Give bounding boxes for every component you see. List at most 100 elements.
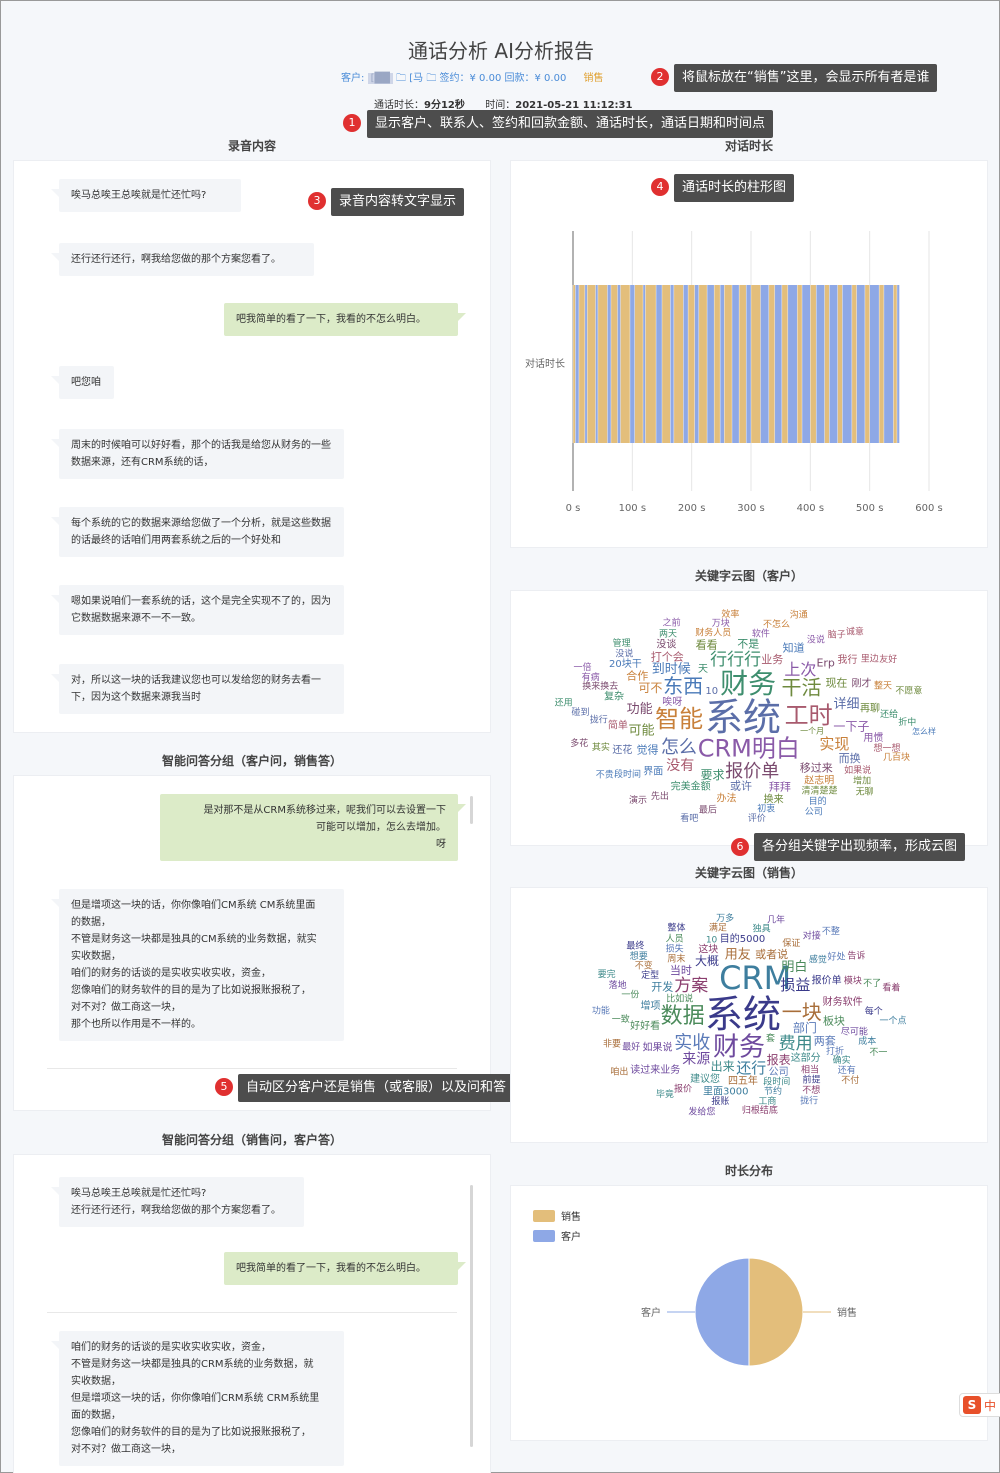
bar-segment-customer[interactable] [584, 285, 588, 443]
bar-segment-sales[interactable] [698, 285, 708, 443]
bar-segment-sales[interactable] [893, 285, 897, 443]
bar-segment-customer[interactable] [869, 285, 880, 443]
bar-segment-sales[interactable] [768, 285, 775, 443]
bar-segment-sales[interactable] [573, 285, 576, 443]
wordcloud-word: 其实 [592, 741, 610, 753]
duration-value: 9分12秒 [424, 100, 465, 111]
wordcloud-word: 看着 [882, 981, 900, 993]
wordcloud-word: 财务软件 [823, 995, 863, 1008]
legend-item-customer[interactable]: 客户 [533, 1228, 581, 1243]
bar-segment-customer[interactable] [617, 285, 621, 443]
legend-item-sales[interactable]: 销售 [533, 1208, 581, 1223]
bar-segment-customer[interactable] [787, 285, 798, 443]
bar-segment-sales[interactable] [824, 285, 830, 443]
bar-segment-customer[interactable] [575, 285, 579, 443]
bar-segment-customer[interactable] [643, 285, 646, 443]
chat-bubble-sales: 吧我简单的看了一下，我看的不怎么明白。 [224, 1252, 466, 1285]
bar-segment-customer[interactable] [829, 285, 838, 443]
wordcloud-word: 报表 [767, 1052, 791, 1067]
wordcloud-word: 10 [706, 935, 718, 945]
scrollbar[interactable] [470, 796, 473, 824]
bar-segment-sales[interactable] [851, 285, 857, 443]
bar-segment-sales[interactable] [645, 285, 657, 443]
scrollbar[interactable] [470, 1185, 473, 1447]
wordcloud-word: 落地 [609, 979, 627, 991]
wordcloud-word: 板块 [823, 1013, 845, 1027]
bar-segment-sales[interactable] [781, 285, 788, 443]
wordcloud-word: 没说 [615, 648, 633, 660]
wordcloud-word: 部门 [793, 1020, 817, 1035]
wordcloud-word: 保证 [782, 937, 800, 949]
wordcloud-word: 不付 [841, 1075, 859, 1086]
bar-segment-customer[interactable] [856, 285, 865, 443]
legend-swatch [533, 1229, 555, 1242]
recording-panel[interactable]: 唉马总唉王总唉就是忙还忙吗? 还行还行还行，啊我给您做的那个方案您看了。 吧我简… [13, 160, 491, 733]
folder-icon[interactable]: 🗀 [426, 73, 437, 84]
pie-label: 销售 [837, 1306, 857, 1319]
chat-bubble-customer: 唉马总唉王总唉就是忙还忙吗? 还行还行还行，啊我给您做的那个方案您看了。 [51, 1177, 304, 1227]
qa-customer-panel[interactable]: 是对那不是从CRM系统移过来，呢我们可以去设置一下 可能可以增加，怎么去增加。 … [13, 775, 491, 1111]
bar-segment-sales[interactable] [587, 285, 596, 443]
callout-badge: 5 [215, 1078, 233, 1096]
bar-segment-customer[interactable] [707, 285, 715, 443]
bar-segment-sales[interactable] [662, 285, 671, 443]
bar-segment-sales[interactable] [837, 285, 843, 443]
bar-segment-sales[interactable] [673, 285, 684, 443]
wordcloud-word: 唉呀 [662, 695, 682, 708]
wordcloud-word: 读过来业务 [630, 1063, 680, 1076]
bar-segment-customer[interactable] [720, 285, 725, 443]
bar-segment-customer[interactable] [896, 285, 900, 443]
pie-slice-sales[interactable] [748, 1257, 804, 1367]
chat-bubble-customer: 嗯如果说咱们一套系统的话，这个是完全实现不了的，因为它数据数据来源不一不一致。 [51, 585, 344, 635]
call-time-line: 通话时长：9分12秒 时间：2021-05-21 11:12:31 [374, 96, 632, 111]
qa-sales-panel[interactable]: 唉马总唉王总唉就是忙还忙吗? 还行还行还行，啊我给您做的那个方案您看了。 吧我简… [13, 1154, 491, 1473]
bar-segment-sales[interactable] [634, 285, 644, 443]
bar-segment-sales[interactable] [620, 285, 630, 443]
bar-segment-sales[interactable] [879, 285, 884, 443]
callout-badge: 1 [343, 114, 361, 132]
bar-segment-customer[interactable] [732, 285, 740, 443]
bar-segment-sales[interactable] [797, 285, 803, 443]
bar-segment-sales[interactable] [714, 285, 721, 443]
bar-segment-customer[interactable] [607, 285, 611, 443]
bar-segment-customer[interactable] [670, 285, 674, 443]
callout-badge: 2 [651, 68, 669, 86]
bar-segment-sales[interactable] [724, 285, 733, 443]
bar-segment-sales[interactable] [597, 285, 608, 443]
bar-segment-customer[interactable] [595, 285, 598, 443]
wordcloud-word: 先出 [651, 790, 669, 802]
bar-segment-customer[interactable] [694, 285, 699, 443]
bar-segment-customer[interactable] [883, 285, 894, 443]
bar-segment-customer[interactable] [683, 285, 689, 443]
wordcloud-word: 实收 [674, 1032, 710, 1053]
bar-segment-customer[interactable] [802, 285, 811, 443]
folder-icon[interactable]: 🗀 [396, 73, 407, 84]
bar-segment-sales[interactable] [578, 285, 585, 443]
wordcloud-word: 毕竟 [656, 1088, 674, 1100]
bar-segment-sales[interactable] [610, 285, 618, 443]
wordcloud-word: 换来 [764, 792, 784, 805]
bar-segment-customer[interactable] [760, 285, 769, 443]
bar-segment-sales[interactable] [810, 285, 817, 443]
wordcloud-word: 报价 [674, 1082, 692, 1094]
bar-segment-sales[interactable] [739, 285, 747, 443]
wordcloud-word: 不整 [822, 925, 840, 937]
bar-segment-customer[interactable] [746, 285, 751, 443]
wordcloud-word: 还给 [880, 708, 898, 720]
bar-segment-customer[interactable] [629, 285, 635, 443]
sales-owner-label[interactable]: 销售 [583, 73, 604, 84]
bar-segment-sales[interactable] [864, 285, 870, 443]
pie-slice-customer[interactable] [694, 1257, 750, 1367]
bar-segment-customer[interactable] [842, 285, 852, 443]
customer-name-link[interactable]: [██ [367, 73, 393, 84]
bar-segment-customer[interactable] [656, 285, 662, 443]
section-title-duration: 对话时长 [724, 139, 773, 153]
bar-segment-customer[interactable] [816, 285, 825, 443]
wordcloud-word: 简单 [608, 719, 628, 732]
bar-segment-sales[interactable] [688, 285, 695, 443]
bar-segment-sales[interactable] [751, 285, 761, 443]
ime-toolbar[interactable]: S 中 [959, 1393, 1000, 1417]
wordcloud-word: 清清楚楚 [801, 784, 837, 796]
contact-name-link[interactable]: [马 [409, 73, 424, 84]
bar-segment-customer[interactable] [774, 285, 782, 443]
